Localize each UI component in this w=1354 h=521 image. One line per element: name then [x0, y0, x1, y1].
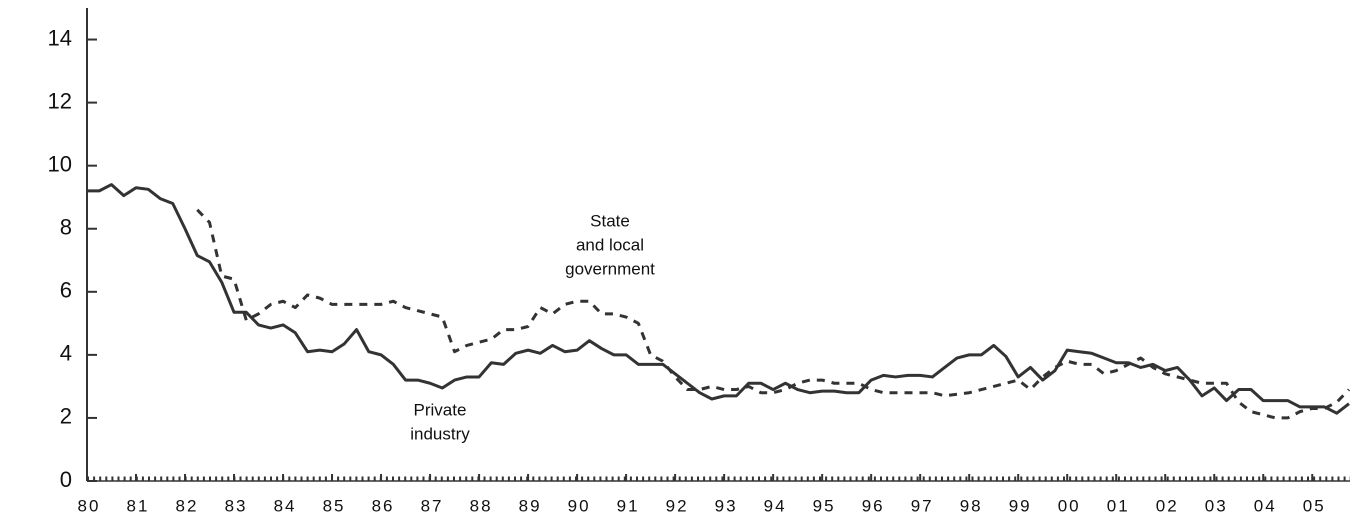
x-tick-label: 93 [715, 496, 738, 515]
y-tick-label: 12 [48, 88, 72, 113]
series-line [87, 183, 1350, 415]
x-tick-label: 86 [372, 496, 395, 515]
x-tick-label: 85 [323, 496, 346, 515]
x-tick-label: 03 [1205, 496, 1228, 515]
x-tick-label: 94 [764, 496, 787, 515]
y-tick-label: 14 [48, 25, 72, 50]
series-line [196, 208, 1351, 420]
x-tick-label: 80 [78, 496, 101, 515]
series-label: government [565, 259, 655, 278]
y-tick-label: 4 [60, 341, 72, 366]
x-tick-label: 95 [813, 496, 836, 515]
x-tick-label: 04 [1254, 496, 1277, 515]
x-tick-label: 98 [960, 496, 983, 515]
x-tick-label: 05 [1303, 496, 1326, 515]
series-label: and local [576, 235, 644, 254]
y-tick-label: 0 [60, 467, 72, 492]
series-label: Private [414, 400, 467, 419]
x-tick-label: 00 [1058, 496, 1081, 515]
x-tick-label: 97 [911, 496, 934, 515]
x-tick-label: 87 [421, 496, 444, 515]
x-tick-label: 91 [617, 496, 640, 515]
x-tick-label: 88 [470, 496, 493, 515]
x-tick-label: 82 [176, 496, 199, 515]
x-tick-label: 90 [568, 496, 591, 515]
x-tick-label: 96 [862, 496, 885, 515]
x-tick-label: 83 [225, 496, 248, 515]
series-label: State [590, 211, 630, 230]
x-tick-label: 02 [1156, 496, 1179, 515]
x-tick-label: 99 [1009, 496, 1032, 515]
series-label: industry [410, 424, 470, 443]
x-tick-label: 89 [519, 496, 542, 515]
y-tick-label: 10 [48, 151, 72, 176]
y-tick-label: 8 [60, 215, 72, 240]
y-tick-label: 6 [60, 278, 72, 303]
x-tick-label: 81 [127, 496, 150, 515]
y-tick-label: 2 [60, 404, 72, 429]
x-tick-label: 01 [1107, 496, 1130, 515]
x-tick-label: 92 [666, 496, 689, 515]
x-tick-label: 84 [274, 496, 297, 515]
